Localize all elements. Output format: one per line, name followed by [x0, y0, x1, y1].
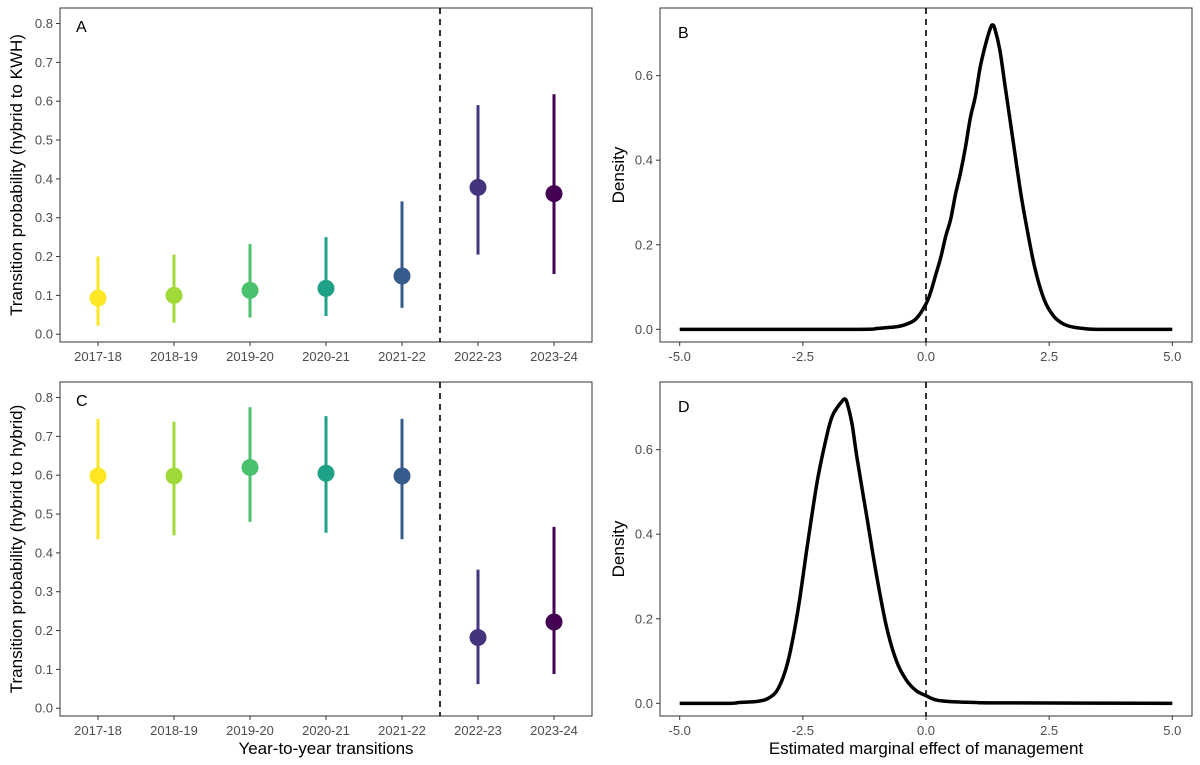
panel-a-ytick-label: 0.8: [35, 16, 53, 31]
panel-a-point-2020-21: [317, 279, 335, 297]
panel-a-ytick-label: 0.3: [35, 210, 53, 225]
panel-b-xtick-label: -5.0: [669, 349, 691, 364]
panel-c-ytick-label: 0.0: [35, 701, 53, 716]
panel-d-x-title: Estimated marginal effect of management: [769, 739, 1084, 758]
panel-b: B Density 0.0 0.2 0.4 0.6 -5.0 -2.5 0.0 2.5 5.0: [609, 7, 1193, 364]
panel-c-point-2019-20: [241, 458, 259, 476]
panel-d-ytick-label: 0.6: [635, 442, 653, 457]
panel-c: C Transition probability (hybrid to hybr…: [7, 381, 593, 758]
panel-b-y-title: Density: [609, 146, 628, 203]
panel-c-letter: C: [76, 393, 88, 410]
panel-c-y-title: Transition probability (hybrid to hybrid…: [7, 405, 26, 694]
panel-c-ytick-label: 0.4: [35, 545, 53, 560]
panel-c-xtick-label: 2020-21: [302, 723, 350, 738]
panel-a-ytick-label: 0.1: [35, 288, 53, 303]
panel-b-letter: B: [678, 25, 689, 42]
panel-b-ytick-label: 0.0: [635, 322, 653, 337]
panel-a-ytick-label: 0.0: [35, 327, 53, 342]
panel-a-xtick-label: 2023-24: [530, 349, 578, 364]
panel-a-point-2021-22: [393, 267, 411, 285]
panel-d: D Density Estimated marginal effect of m…: [609, 381, 1193, 758]
panel-c-x-title: Year-to-year transitions: [238, 739, 413, 758]
panel-d-ytick-label: 0.0: [635, 696, 653, 711]
panel-d-xtick-label: -2.5: [792, 723, 814, 738]
panel-c-xtick-label: 2017-18: [74, 723, 122, 738]
panel-c-ytick-label: 0.3: [35, 584, 53, 599]
panel-c-point-2022-23: [469, 629, 487, 647]
panel-a-ytick-label: 0.4: [35, 171, 53, 186]
panel-a: A Transition probability (hybrid to KWH)…: [7, 7, 593, 364]
panel-d-xtick-label: 5.0: [1163, 723, 1181, 738]
panel-c-xtick-label: 2023-24: [530, 723, 578, 738]
panel-b-ytick-label: 0.6: [635, 68, 653, 83]
panel-b-ytick-label: 0.4: [635, 153, 653, 168]
panel-a-ytick-label: 0.6: [35, 94, 53, 109]
panel-a-ytick-label: 0.2: [35, 249, 53, 264]
panel-c-xtick-label: 2022-23: [454, 723, 502, 738]
panel-c-point-2020-21: [317, 464, 335, 482]
panel-c-ytick-label: 0.5: [35, 507, 53, 522]
panel-d-ytick-label: 0.4: [635, 527, 653, 542]
panel-d-xtick-label: 0.0: [917, 723, 935, 738]
panel-a-y-title: Transition probability (hybrid to KWH): [7, 34, 26, 316]
panel-d-plot: 0.0 0.2 0.4 0.6 -5.0 -2.5 0.0 2.5 5.0: [635, 382, 1181, 738]
panel-c-ytick-label: 0.2: [35, 623, 53, 638]
panel-a-xtick-label: 2018-19: [150, 349, 198, 364]
panel-c-point-2021-22: [393, 467, 411, 485]
panel-b-xtick-label: -2.5: [792, 349, 814, 364]
panel-c-xtick-label: 2019-20: [226, 723, 274, 738]
panel-d-y-title: Density: [609, 520, 628, 577]
panel-a-point-2017-18: [89, 289, 107, 307]
panel-c-ytick-label: 0.6: [35, 468, 53, 483]
panel-c-point-2023-24: [545, 613, 563, 631]
panel-c-ytick-label: 0.1: [35, 662, 53, 677]
panel-d-density-curve: [679, 397, 1173, 706]
panel-d-letter: D: [678, 399, 690, 416]
panel-b-xtick-label: 2.5: [1040, 349, 1058, 364]
panel-b-density-curve: [679, 23, 1173, 332]
panel-c-ytick-label: 0.7: [35, 429, 53, 444]
panel-b-ytick-label: 0.2: [635, 237, 653, 252]
panel-d-xtick-label: -5.0: [669, 723, 691, 738]
panel-c-xtick-label: 2021-22: [378, 723, 426, 738]
panel-a-xtick-label: 2020-21: [302, 349, 350, 364]
panel-a-point-2023-24: [545, 185, 563, 203]
panel-d-xtick-label: 2.5: [1040, 723, 1058, 738]
panel-c-point-2018-19: [165, 467, 183, 485]
panel-a-xtick-label: 2017-18: [74, 349, 122, 364]
panel-a-point-2018-19: [165, 286, 183, 304]
panel-a-xtick-label: 2019-20: [226, 349, 274, 364]
panel-b-plot: 0.0 0.2 0.4 0.6 -5.0 -2.5 0.0 2.5 5.0: [635, 8, 1181, 364]
panel-a-ytick-label: 0.5: [35, 133, 53, 148]
panel-c-ytick-label: 0.8: [35, 390, 53, 405]
panel-a-xtick-label: 2022-23: [454, 349, 502, 364]
panel-b-xtick-label: 5.0: [1163, 349, 1181, 364]
panel-c-plot: 0.0 0.1 0.2 0.3 0.4 0.5 0.6 0.7 0.8 2017-18 2018-1…: [35, 382, 578, 738]
panel-c-point-2017-18: [89, 467, 107, 485]
panel-a-letter: A: [76, 19, 87, 36]
panel-c-xtick-label: 2018-19: [150, 723, 198, 738]
panel-d-ytick-label: 0.2: [635, 611, 653, 626]
panel-a-ytick-label: 0.7: [35, 55, 53, 70]
panel-a-point-2022-23: [469, 178, 487, 196]
panel-a-plot: 0.0 0.1 0.2 0.3 0.4 0.5 0.6 0.7 0.8 2017-18 2018-1…: [35, 8, 578, 364]
panel-a-xtick-label: 2021-22: [378, 349, 426, 364]
panel-b-xtick-label: 0.0: [917, 349, 935, 364]
panel-a-point-2019-20: [241, 281, 259, 299]
